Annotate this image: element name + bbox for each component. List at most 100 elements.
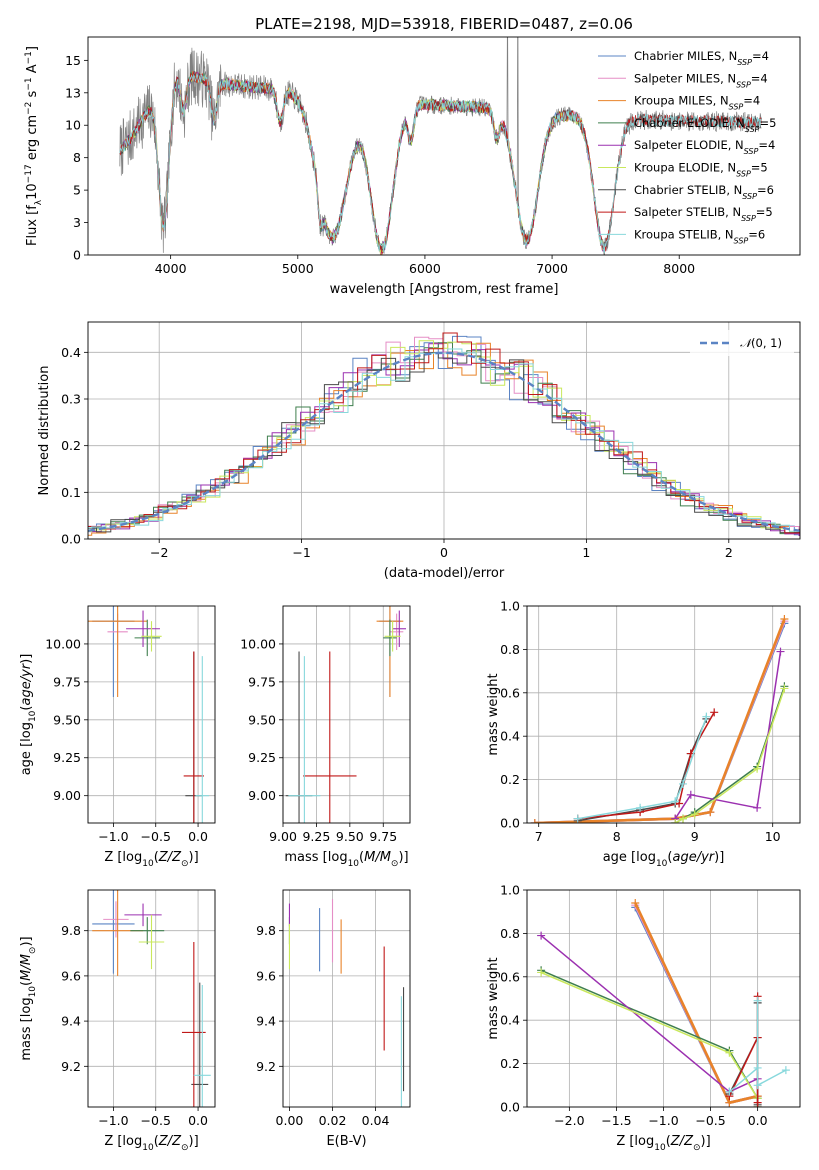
x-tick-label: 0.02 [319,1113,347,1128]
errorbar-point [141,621,162,652]
y-tick-label: 9.2 [61,1059,81,1074]
x-axis-label: (data-model)/error [384,566,505,581]
spectrum-legend: Chabrier MILES, NSSP=4 Salpeter MILES, NS… [598,49,776,245]
y-tick-label: 0.8 [500,926,520,941]
weight-line [577,711,715,820]
weight-marker [530,819,539,823]
weight-marker [753,1081,762,1090]
age-vs-mass-data [285,606,406,823]
y-tick-label: 0.0 [500,816,520,831]
x-tick-label: −2.0 [554,1113,584,1128]
y-tick-label: 0.6 [500,969,520,984]
x-tick-label: −1.5 [601,1113,631,1128]
y-tick-label: 15 [65,53,81,68]
x-axis-label: E(B-V) [326,1134,366,1149]
y-tick-label: 9.50 [248,712,276,727]
x-tick-label: 8000 [663,261,695,276]
y-tick-label: 0.0 [61,532,81,547]
x-tick-label: 0.04 [362,1113,390,1128]
errorbar-point [195,656,210,823]
figure-title: PLATE=2198, MJD=53918, FIBERID=0487, z=0… [255,15,633,33]
spectrum-panel: 4000 5000 6000 7000 8000 0 3 5 8 10 13 15 wavelength… [24,36,801,297]
residuals-axes-frame [87,321,801,540]
weight-marker [710,708,719,717]
y-tick-label: 10.00 [45,636,81,651]
weight-marker [573,814,582,823]
y-tick-label: 8 [73,150,81,165]
y-tick-label: 9.50 [53,712,81,727]
x-tick-label: 8 [613,829,621,844]
y-axis-label: Normed distribution [37,366,52,496]
x-tick-label: 9.50 [336,829,364,844]
x-tick-label: 10 [765,829,781,844]
y-axis-label: mass [log10(M/M⊙)] [19,936,38,1060]
weight-marker [753,1063,762,1072]
weight-marker [753,1098,762,1107]
legend-label: Kroupa ELODIE, NSSP=5 [634,161,768,179]
errorbar-point [126,610,160,647]
y-tick-label: 9.6 [61,968,81,983]
weight-marker [690,810,699,819]
panels: 4000 5000 6000 7000 80000358101315wavelength… [19,36,801,1153]
legend-label: Salpeter STELIB, NSSP=5 [634,205,773,223]
y-tick-label: 13 [65,85,81,100]
x-tick-label: 7000 [536,261,568,276]
y-tick-label: 10 [65,118,81,133]
errorbar-point [181,941,206,1107]
y-tick-label: 9.25 [53,750,81,765]
errorbar-point [134,619,160,657]
y-tick-label: 9.75 [53,674,81,689]
x-tick-label: 0.0 [748,1113,768,1128]
x-axis-label: Z [log10(Z/Z⊙)] [616,1134,710,1153]
mass-vs-EBV-panel: 0.00 0.02 0.04 9.2 9.4 9.6 9.8 E(B-V) [256,889,411,1149]
errorbar-point [392,610,406,647]
y-tick-label: 10.00 [240,636,276,651]
x-tick-label: 0.0 [188,1113,208,1128]
x-tick-label: 4000 [155,261,187,276]
x-axis-label: age [log10(age/yr)] [603,850,725,869]
x-tick-label: −0.5 [141,1113,171,1128]
legend-label: Chabrier STELIB, NSSP=6 [634,183,774,201]
weight-line [540,969,759,1107]
x-tick-label: 0.0 [188,829,208,844]
y-tick-label: 0.2 [500,1056,520,1071]
normal-reference-curve [88,351,800,532]
age-vs-Z-axes-frame [87,605,216,824]
weight-marker [631,899,640,908]
y-axis-label: age [log10(age/yr)] [19,654,38,776]
x-tick-label: 5000 [282,261,314,276]
y-tick-label: 0.2 [500,772,520,787]
mass-vs-Z-panel: −1.0 −0.5 0.0 9.2 9.4 9.6 9.8 Z [log10(Z/Z⊙)] ma… [19,889,216,1153]
errorbar-point [130,917,165,945]
weight-line [540,935,759,1107]
x-tick-label: 0.00 [276,1113,304,1128]
spectrum-axes-frame [87,36,801,256]
legend-label: Chabrier MILES, NSSP=4 [634,49,769,67]
y-tick-label: 0.6 [500,685,520,700]
histogram-step [88,348,800,532]
errorbar-point [124,903,162,927]
y-tick-label: 0.4 [500,729,520,744]
mass-weight-vs-age-panel: 7 8 9 10 0.0 0.2 0.4 0.6 0.8 1.0 age [log10(age/yr… [486,599,801,869]
spectrum-data [119,37,763,255]
x-tick-label: 9.75 [369,829,397,844]
errorbar-point [288,656,321,823]
errorbar-point [92,890,135,974]
y-tick-label: 0.4 [500,1013,520,1028]
y-tick-label: 3 [73,215,81,230]
x-tick-label: −2 [150,545,168,560]
y-tick-label: 9.2 [256,1059,276,1074]
y-tick-label: 9.8 [61,923,81,938]
weight-marker [753,764,762,773]
histogram-step [88,352,800,534]
x-tick-label: 2 [725,545,733,560]
weight-marker [725,1087,734,1096]
weight-marker [776,647,785,656]
y-axis-label: Flux [fλ10−17 erg cm−2 s−1 A−1] [24,46,44,246]
residuals-panel: −2 −1 0 1 2 0.0 0.1 0.2 0.3 0.4 (data-model)/error… [37,321,801,581]
x-axis-label: Z [log10(Z/Z⊙)] [104,1134,198,1153]
y-tick-label: 9.8 [256,923,276,938]
x-tick-label: 9.00 [269,829,297,844]
weight-marker [780,684,789,693]
